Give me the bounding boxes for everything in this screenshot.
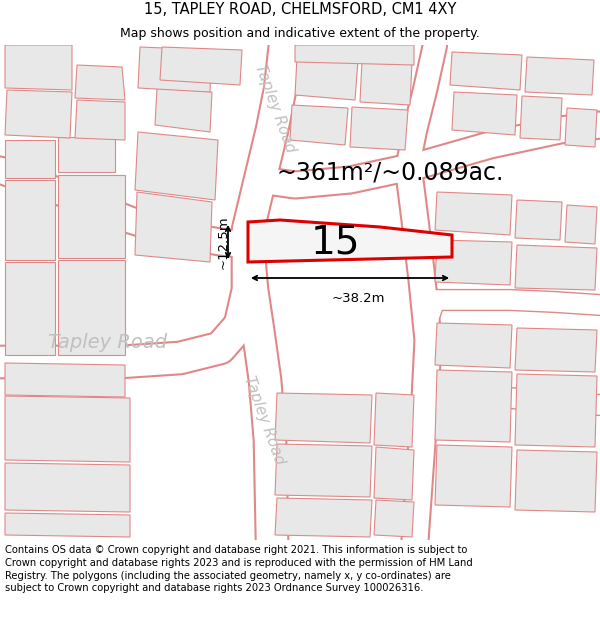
Polygon shape [5, 90, 72, 138]
Polygon shape [160, 47, 242, 85]
Polygon shape [435, 445, 512, 507]
Text: Map shows position and indicative extent of the property.: Map shows position and indicative extent… [120, 27, 480, 40]
Polygon shape [295, 45, 414, 65]
Polygon shape [135, 132, 218, 200]
Polygon shape [275, 444, 372, 497]
Polygon shape [515, 374, 597, 447]
Polygon shape [515, 328, 597, 372]
Polygon shape [435, 370, 512, 442]
Text: Contains OS data © Crown copyright and database right 2021. This information is : Contains OS data © Crown copyright and d… [5, 545, 473, 593]
Polygon shape [275, 498, 372, 537]
Polygon shape [155, 88, 212, 132]
Polygon shape [5, 140, 55, 178]
Polygon shape [58, 175, 125, 258]
Polygon shape [374, 447, 414, 500]
Polygon shape [5, 463, 130, 512]
Polygon shape [5, 45, 72, 90]
Polygon shape [565, 108, 597, 147]
Polygon shape [75, 65, 125, 100]
Text: ~38.2m: ~38.2m [331, 292, 385, 305]
Polygon shape [5, 363, 125, 397]
Text: 15: 15 [310, 223, 360, 261]
Polygon shape [374, 500, 414, 537]
Polygon shape [5, 513, 130, 537]
Polygon shape [515, 245, 597, 290]
Text: ~361m²/~0.089ac.: ~361m²/~0.089ac. [277, 160, 503, 184]
Polygon shape [515, 200, 562, 240]
Polygon shape [515, 450, 597, 512]
Polygon shape [5, 180, 55, 260]
Polygon shape [290, 105, 348, 145]
Polygon shape [374, 393, 414, 447]
Polygon shape [5, 262, 55, 355]
Polygon shape [525, 57, 594, 95]
Polygon shape [135, 192, 212, 262]
Polygon shape [360, 60, 412, 105]
Polygon shape [435, 192, 512, 235]
Polygon shape [295, 57, 358, 100]
Polygon shape [275, 393, 372, 443]
Polygon shape [452, 92, 517, 135]
Polygon shape [138, 47, 212, 92]
Polygon shape [5, 396, 130, 462]
Polygon shape [520, 96, 562, 140]
Polygon shape [450, 52, 522, 90]
Text: ~12.5m: ~12.5m [217, 215, 230, 269]
Polygon shape [435, 323, 512, 368]
Polygon shape [58, 137, 115, 172]
Polygon shape [350, 107, 408, 150]
Polygon shape [248, 220, 452, 262]
Text: Tapley Road: Tapley Road [241, 374, 287, 466]
Polygon shape [565, 205, 597, 244]
Text: 15, TAPLEY ROAD, CHELMSFORD, CM1 4XY: 15, TAPLEY ROAD, CHELMSFORD, CM1 4XY [144, 2, 456, 18]
Text: Tapley Road: Tapley Road [49, 332, 167, 351]
Polygon shape [58, 260, 125, 355]
Text: Tapley Road: Tapley Road [252, 62, 298, 154]
Polygon shape [435, 240, 512, 285]
Polygon shape [75, 100, 125, 140]
